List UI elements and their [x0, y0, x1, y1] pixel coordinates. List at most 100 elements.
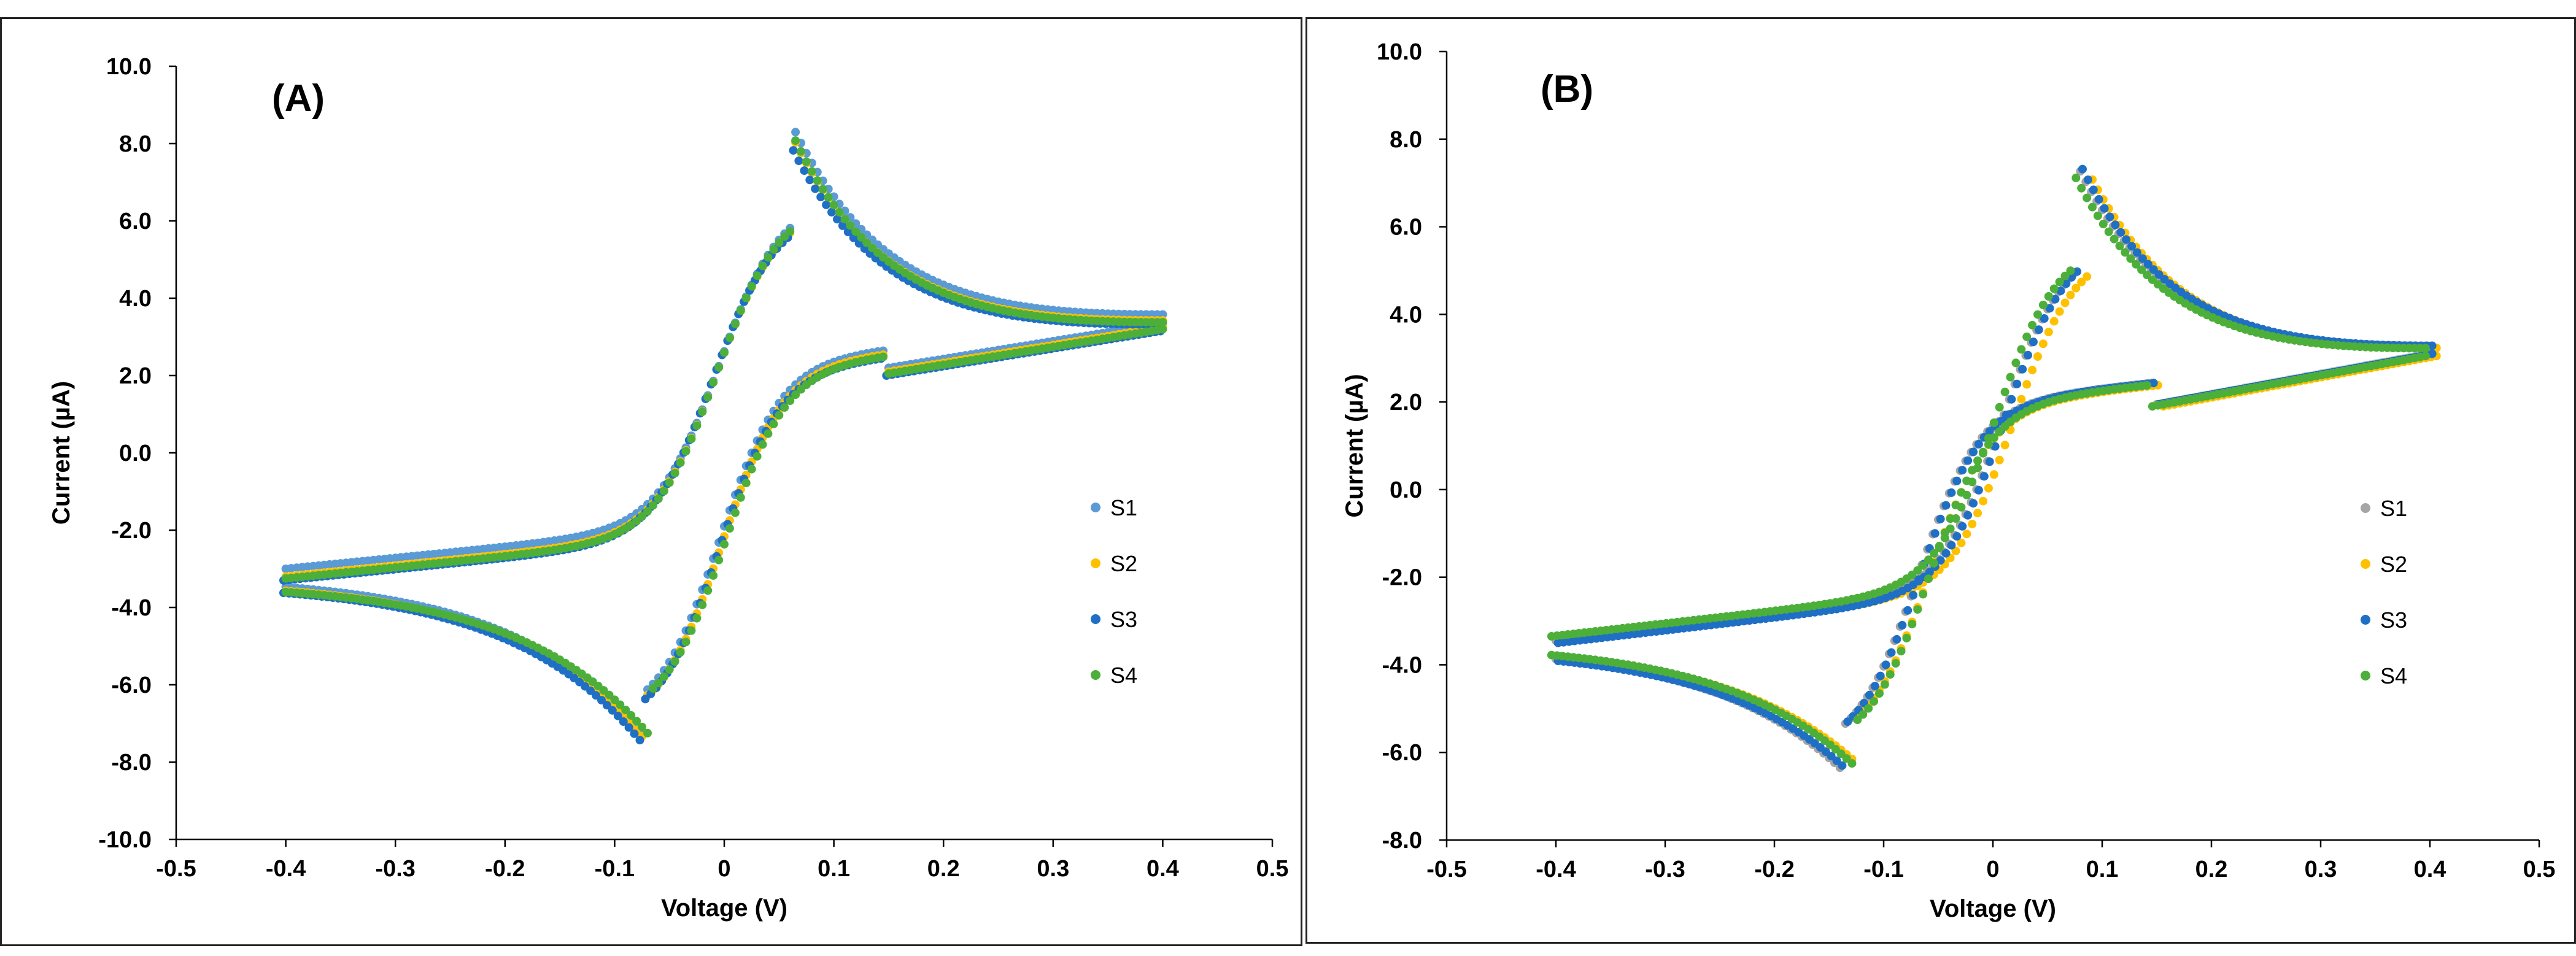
- data-point: [764, 253, 773, 262]
- legend-entry-s4: S4: [2380, 663, 2407, 688]
- data-point: [659, 487, 668, 496]
- data-point: [1870, 682, 1879, 691]
- data-point: [818, 185, 827, 194]
- data-point: [813, 176, 822, 185]
- y-tick-label: 8.0: [1390, 127, 1422, 153]
- data-point: [281, 587, 290, 596]
- data-point: [2029, 337, 2038, 347]
- data-point: [736, 493, 745, 502]
- data-point: [835, 207, 844, 217]
- y-tick-label: 10.0: [1377, 39, 1422, 65]
- data-point: [780, 232, 789, 241]
- data-point: [1995, 403, 2004, 412]
- data-point: [709, 571, 718, 580]
- data-point: [1936, 556, 1945, 565]
- x-tick-label: -0.3: [1645, 857, 1685, 882]
- data-point: [747, 465, 756, 474]
- x-tick-label: -0.4: [1536, 857, 1576, 882]
- chart-b-svg: -0.5 -0.4 -0.3 -0.2 -0.1 0 0.1 0.2 0.3 0.4 0.5 -8.0…: [1341, 39, 2555, 922]
- data-point: [2133, 248, 2141, 257]
- data-point: [1876, 671, 1885, 680]
- data-point: [2104, 227, 2113, 236]
- legend-marker: [2361, 671, 2370, 680]
- data-point: [1941, 501, 1951, 510]
- y-tick-label: -10.0: [98, 827, 152, 853]
- data-point: [794, 156, 803, 166]
- data-point: [2067, 272, 2076, 282]
- data-point: [1913, 566, 1922, 575]
- data-point: [789, 146, 798, 155]
- data-point: [2022, 380, 2032, 389]
- data-point: [714, 363, 724, 372]
- data-point: [846, 221, 855, 230]
- data-point: [720, 348, 729, 357]
- x-tick-label: -0.5: [156, 856, 196, 882]
- data-point: [797, 147, 805, 156]
- data-point: [2110, 234, 2119, 244]
- data-point: [1897, 647, 1906, 656]
- x-tick-label: -0.4: [266, 856, 306, 882]
- data-point: [643, 507, 652, 516]
- data-point: [1984, 484, 1993, 493]
- y-tick-label: 6.0: [1390, 215, 1422, 241]
- data-point: [769, 245, 778, 254]
- data-point: [1881, 660, 1890, 669]
- data-point: [2083, 193, 2092, 202]
- data-point: [670, 469, 679, 478]
- data-point: [698, 600, 707, 609]
- data-point: [829, 201, 838, 209]
- data-point: [2100, 204, 2109, 213]
- data-point: [608, 706, 617, 715]
- data-point: [2078, 164, 2087, 174]
- data-point: [780, 403, 789, 412]
- data-point: [687, 626, 696, 635]
- data-point: [840, 215, 849, 223]
- data-point: [1891, 659, 1900, 668]
- data-point: [884, 369, 893, 378]
- y-tick-label: -4.0: [1382, 652, 1422, 678]
- y-axis-label: Current (µA): [48, 381, 75, 525]
- data-point: [2017, 345, 2026, 354]
- y-tick-label: 6.0: [119, 209, 152, 234]
- data-point: [703, 586, 713, 595]
- data-point: [2421, 344, 2430, 353]
- data-point: [1985, 457, 1994, 466]
- data-point: [2051, 295, 2060, 304]
- data-point: [2071, 283, 2081, 293]
- data-point: [1962, 530, 1971, 539]
- x-axis-label: Voltage (V): [661, 895, 787, 922]
- data-point: [2111, 220, 2120, 229]
- data-point: [2138, 254, 2147, 263]
- panel-label: (B): [1541, 68, 1593, 110]
- data-point: [725, 524, 734, 533]
- legend-marker: [2361, 615, 2370, 625]
- data-point: [800, 166, 809, 175]
- data-point: [1979, 472, 1989, 481]
- data-point: [1547, 650, 1556, 660]
- y-axis-label: Current (µA): [1341, 374, 1368, 517]
- x-tick-label: 0.3: [2305, 857, 2337, 882]
- data-point: [714, 555, 724, 565]
- x-tick-label: 0.3: [1037, 856, 1069, 882]
- data-point: [1969, 447, 1978, 457]
- data-point: [619, 717, 628, 726]
- data-point: [1946, 514, 1955, 523]
- y-tick-label: 2.0: [119, 363, 152, 389]
- data-point: [1979, 496, 1987, 506]
- data-point: [2006, 372, 2015, 382]
- data-point: [2066, 290, 2075, 299]
- data-point: [1989, 433, 1998, 442]
- data-point: [2093, 211, 2102, 220]
- data-point: [843, 228, 853, 236]
- data-point: [2105, 212, 2114, 222]
- data-point: [1929, 558, 1938, 568]
- data-point: [2077, 277, 2086, 287]
- data-point: [764, 429, 773, 438]
- data-point: [2115, 241, 2124, 250]
- data-point: [2028, 366, 2037, 375]
- data-point: [2148, 402, 2157, 411]
- data-point: [1843, 717, 1852, 727]
- data-point: [851, 227, 861, 236]
- x-axis-label: Voltage (V): [1930, 895, 2056, 922]
- data-point: [747, 282, 756, 291]
